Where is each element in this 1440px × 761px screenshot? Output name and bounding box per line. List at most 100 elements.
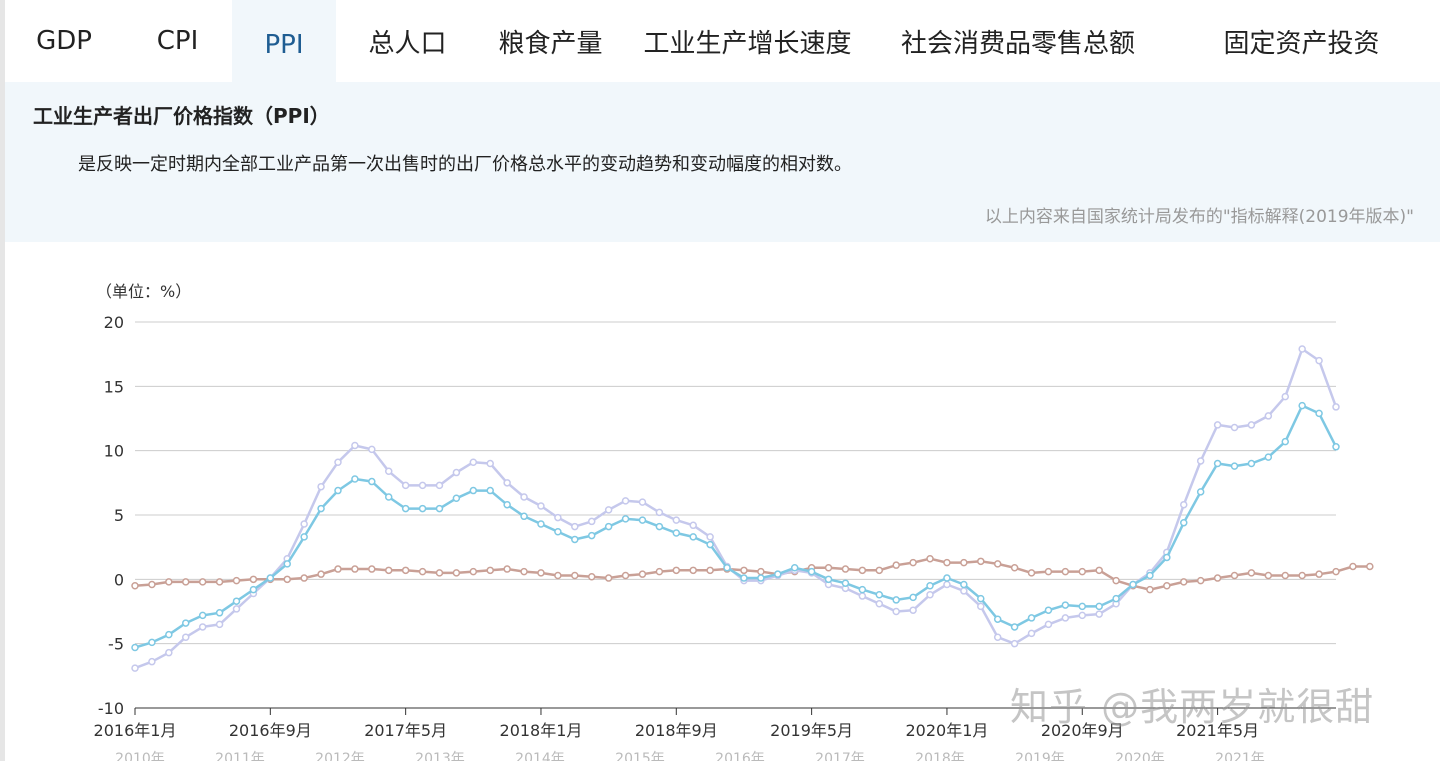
data-point	[1349, 562, 1357, 571]
data-point	[909, 606, 917, 614]
data-point	[977, 602, 985, 611]
data-point	[1332, 403, 1340, 411]
data-point	[181, 578, 190, 586]
data-point	[875, 600, 884, 608]
data-point	[1078, 567, 1087, 576]
series-line	[134, 404, 1338, 649]
x-tick-label: 2016年9月	[229, 721, 312, 740]
data-point	[283, 575, 291, 584]
x-sub-label: 2011年	[215, 751, 265, 761]
tab-industrial-growth[interactable]: 工业生产增长速度	[643, 28, 852, 59]
data-point	[571, 522, 579, 531]
tab-cpi[interactable]: CPI	[156, 26, 199, 56]
data-point	[1095, 610, 1103, 618]
tab-grain-output[interactable]: 粮食产量	[498, 28, 603, 59]
data-point	[604, 522, 613, 531]
data-point	[790, 564, 799, 572]
data-point	[148, 580, 156, 589]
data-point	[1247, 569, 1256, 577]
data-point	[689, 521, 697, 530]
data-point	[198, 578, 207, 586]
data-point	[131, 643, 139, 652]
data-point	[977, 557, 985, 566]
data-point	[706, 533, 714, 541]
x-sub-label: 2017年	[815, 751, 865, 761]
x-sub-label: 2016年	[715, 751, 765, 761]
data-point	[875, 591, 884, 599]
data-point	[672, 516, 681, 524]
data-point	[943, 574, 951, 582]
series-1	[131, 345, 1340, 672]
data-point	[1281, 392, 1290, 401]
data-point	[401, 481, 410, 490]
y-tick-label: 5	[114, 506, 124, 525]
data-point	[1078, 611, 1087, 620]
data-point	[706, 540, 714, 549]
data-point	[926, 582, 934, 590]
data-point	[520, 512, 528, 521]
data-point	[571, 535, 579, 544]
data-point	[1264, 571, 1273, 580]
tab-population[interactable]: 总人口	[368, 28, 447, 59]
data-point	[960, 558, 968, 567]
data-point	[875, 566, 884, 575]
tab-fixed-asset-investment[interactable]: 固定资产投资	[1223, 28, 1380, 59]
data-point	[232, 576, 241, 585]
data-point	[689, 533, 697, 541]
data-point	[655, 508, 664, 517]
series-layer	[131, 345, 1374, 672]
data-point	[1332, 443, 1340, 451]
data-point	[943, 558, 951, 567]
data-point	[655, 522, 664, 531]
data-point	[232, 597, 241, 605]
data-point	[215, 609, 224, 617]
data-point	[638, 516, 647, 524]
data-point	[384, 566, 393, 575]
data-point	[706, 566, 714, 575]
x-tick-label: 2021年5月	[1176, 721, 1259, 740]
data-point	[587, 573, 596, 581]
data-point	[571, 571, 579, 580]
indicator-title: 工业生产者出厂价格指数（PPI）	[33, 104, 330, 128]
data-point	[334, 458, 342, 466]
data-point	[621, 571, 630, 580]
data-point	[1298, 571, 1306, 580]
x-tick-label: 2019年5月	[770, 721, 853, 740]
y-tick-label: 0	[114, 570, 124, 589]
data-point	[1027, 629, 1036, 638]
data-point	[368, 477, 376, 486]
data-point	[452, 468, 461, 477]
data-point	[418, 567, 427, 576]
grid-lines	[135, 321, 1336, 709]
data-point	[723, 564, 731, 572]
tab-ppi[interactable]: PPI	[232, 0, 336, 82]
data-point	[418, 481, 427, 490]
data-point	[1281, 437, 1290, 446]
data-point	[486, 486, 494, 495]
data-point	[165, 630, 173, 639]
data-point	[1163, 582, 1171, 590]
data-point	[587, 517, 596, 526]
data-point	[334, 565, 342, 573]
x-tick-label: 2018年9月	[635, 721, 718, 740]
data-point	[1146, 571, 1154, 580]
data-point	[418, 504, 427, 513]
data-point	[672, 529, 681, 537]
data-point	[1196, 576, 1205, 585]
tab-gdp[interactable]: GDP	[36, 26, 92, 56]
data-point	[977, 594, 985, 603]
x-sub-label: 2019年	[1015, 751, 1065, 761]
data-point	[1044, 620, 1053, 629]
data-point	[165, 578, 173, 586]
x-tick-label: 2017年5月	[364, 721, 447, 740]
tab-retail-sales[interactable]: 社会消费品零售总额	[900, 28, 1135, 59]
data-point	[215, 620, 224, 629]
data-point	[554, 571, 562, 580]
data-point	[1213, 421, 1222, 429]
data-point	[1366, 562, 1374, 571]
data-point	[198, 623, 207, 631]
data-point	[960, 580, 968, 589]
y-axis-ticks: 20 15 10 5 0 -5 -10	[98, 313, 124, 718]
data-point	[638, 498, 647, 506]
data-point	[1112, 594, 1120, 603]
